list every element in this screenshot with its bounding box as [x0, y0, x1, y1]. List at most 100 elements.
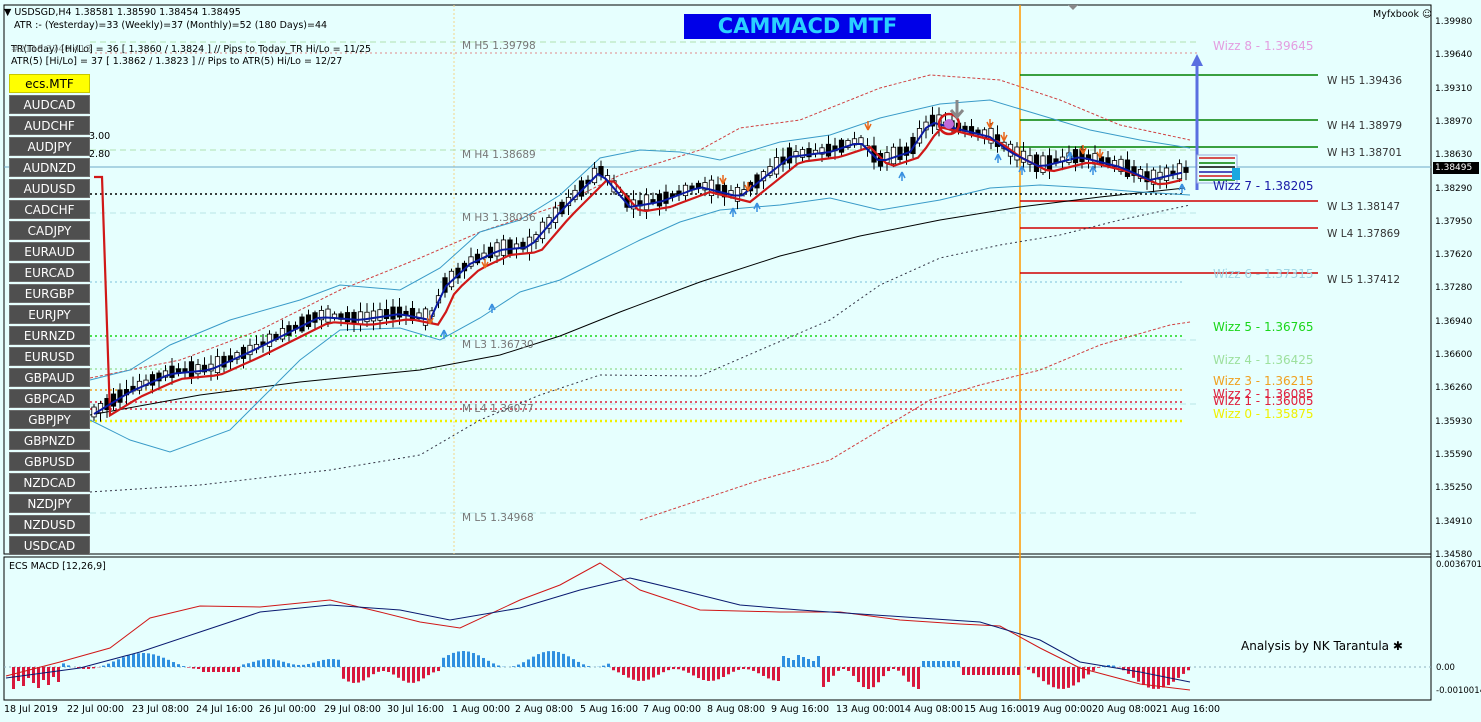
- buy-arrow-icon: [1066, 151, 1074, 161]
- macd-bar-positive: [552, 651, 555, 667]
- macd-bar-negative: [857, 667, 860, 683]
- pair-button-cadjpy[interactable]: CADJPY: [9, 221, 90, 240]
- grey-down-arrow-icon: [949, 100, 965, 120]
- candle-body: [929, 114, 936, 127]
- tr-overlay: #2118 3740 413: [11, 44, 92, 55]
- wizz-level-label: Wizz 1 - 1.36005: [1213, 394, 1314, 408]
- macd-bar-negative: [1072, 667, 1075, 686]
- pair-button-eurgbp[interactable]: EURGBP: [9, 284, 90, 303]
- macd-bar-negative: [972, 667, 975, 675]
- candle-body: [195, 364, 201, 375]
- pair-button-audchf[interactable]: AUDCHF: [9, 116, 90, 135]
- macd-bar-positive: [137, 653, 140, 667]
- pair-button-eurcad[interactable]: EURCAD: [9, 263, 90, 282]
- macd-bar-negative: [887, 667, 890, 672]
- candle-body: [1124, 159, 1131, 177]
- price-tick-label: 1.38290: [1435, 183, 1473, 194]
- price-tick-label: 1.38970: [1435, 116, 1473, 127]
- macd-bar-positive: [562, 653, 565, 667]
- pair-button-eurjpy[interactable]: EURJPY: [9, 305, 90, 324]
- macd-bar-positive: [447, 655, 450, 667]
- pair-button-audjpy[interactable]: AUDJPY: [9, 137, 90, 156]
- macd-bar-negative: [1047, 667, 1050, 685]
- macd-bar-positive: [182, 666, 185, 667]
- buy-arrow-icon: [994, 153, 1002, 163]
- candle-body: [838, 139, 845, 153]
- candle-body: [299, 316, 305, 332]
- candle-body: [1163, 167, 1170, 181]
- macd-bar-positive: [927, 661, 930, 667]
- pair-button-cadchf[interactable]: CADCHF: [9, 200, 90, 219]
- sell-arrow-icon: [986, 119, 994, 129]
- sell-arrow-icon: [426, 315, 434, 325]
- macd-bar-negative: [407, 667, 410, 683]
- macd-bar-positive: [142, 653, 145, 667]
- macd-bar-negative: [632, 667, 635, 680]
- macd-bar-negative: [232, 667, 235, 672]
- symbol-dropdown-icon[interactable]: ▼: [4, 7, 12, 18]
- candle-body: [1040, 155, 1046, 173]
- macd-bar-negative: [77, 667, 80, 669]
- pair-button-gbpjpy[interactable]: GBPJPY: [9, 410, 90, 429]
- pair-button-nzdusd[interactable]: NZDUSD: [9, 515, 90, 534]
- macd-bar-negative: [992, 667, 995, 675]
- pair-button-gbpaud[interactable]: GBPAUD: [9, 368, 90, 387]
- macd-bar-negative: [1052, 667, 1055, 688]
- candle-body: [1033, 154, 1040, 173]
- macd-bar-positive: [782, 656, 785, 667]
- macd-bar-negative: [57, 667, 60, 682]
- macd-bar-negative: [1067, 667, 1070, 688]
- brand-label: Myfxbook ☺: [1373, 9, 1432, 20]
- monthly-level-label: M H3 1.38036: [462, 212, 536, 224]
- macd-bar-positive: [297, 664, 300, 667]
- pair-button-gbpcad[interactable]: GBPCAD: [9, 389, 90, 408]
- pair-button-gbpusd[interactable]: GBPUSD: [9, 452, 90, 471]
- pair-button-eurusd[interactable]: EURUSD: [9, 347, 90, 366]
- time-tick-label: 23 Jul 08:00: [132, 704, 189, 715]
- pair-button-audusd[interactable]: AUDUSD: [9, 179, 90, 198]
- macd-bar-positive: [937, 661, 940, 667]
- macd-bar-negative: [752, 667, 755, 671]
- macd-bar-negative: [202, 667, 205, 672]
- macd-bar-negative: [17, 667, 20, 681]
- macd-bar-positive: [127, 655, 130, 667]
- macd-bar-negative: [1082, 667, 1085, 679]
- macd-bar-negative: [32, 667, 35, 683]
- pair-button-audcad[interactable]: AUDCAD: [9, 95, 90, 114]
- pair-button-gbpnzd[interactable]: GBPNZD: [9, 431, 90, 450]
- pair-button-usdcad[interactable]: USDCAD: [9, 536, 90, 555]
- pair-button-audnzd[interactable]: AUDNZD: [9, 158, 90, 177]
- macd-bar-negative: [652, 667, 655, 678]
- time-tick-label: 19 Aug 00:00: [1028, 704, 1093, 715]
- macd-bar-negative: [772, 667, 775, 681]
- pair-button-eurnzd[interactable]: EURNZD: [9, 326, 90, 345]
- current-price-tag: 1.38495: [1433, 162, 1479, 174]
- macd-bar-negative: [737, 667, 740, 670]
- time-tick-label: 14 Aug 08:00: [899, 704, 964, 715]
- macd-bar-positive: [932, 661, 935, 667]
- macd-bar-positive: [107, 663, 110, 667]
- macd-bar-negative: [637, 667, 640, 681]
- pair-button-nzdcad[interactable]: NZDCAD: [9, 473, 90, 492]
- weekly-level-label: W H4 1.38979: [1327, 120, 1403, 132]
- candle-body: [383, 309, 390, 320]
- pair-button-nzdjpy[interactable]: NZDJPY: [9, 494, 90, 513]
- candle-body: [357, 311, 364, 325]
- macd-bar-positive: [602, 665, 605, 667]
- macd-bar-positive: [442, 657, 445, 667]
- candle-body: [305, 314, 312, 328]
- monthly-level-label: M H4 1.38689: [462, 149, 536, 161]
- pair-button-euraud[interactable]: EURAUD: [9, 242, 90, 261]
- macd-bar-positive: [517, 664, 520, 667]
- macd-bar-negative: [1017, 667, 1020, 675]
- lower-red-envelope: [639, 321, 1191, 521]
- pair-button-ecs-mtf[interactable]: ecs.MTF: [9, 74, 90, 93]
- candle-body: [370, 310, 377, 322]
- macd-bar-negative: [427, 667, 430, 676]
- macd-bar-negative: [997, 667, 1000, 675]
- weekly-level-label: W L4 1.37869: [1327, 228, 1401, 240]
- macd-bar-positive: [277, 660, 280, 667]
- candle-body: [903, 146, 910, 156]
- macd-bar-negative: [837, 667, 840, 671]
